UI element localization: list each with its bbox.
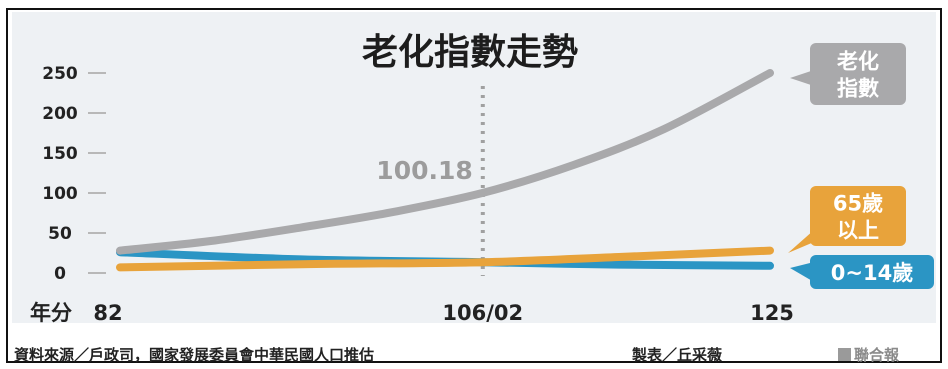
chart-title: 老化指數走勢: [362, 32, 578, 73]
callout-65-plus-text: 65歲: [833, 192, 883, 216]
x-tick-label: 125: [750, 301, 794, 325]
series-line-aging-index: [116, 69, 774, 255]
callout-aging-index-text: 指數: [837, 77, 879, 101]
publisher-watermark: 聯合報: [838, 344, 944, 365]
watermark-square-icon: [838, 348, 851, 361]
callout-65-plus-box: [810, 186, 906, 246]
y-tick-label: 200: [42, 104, 78, 124]
callout-65-plus-pointer: [788, 230, 814, 253]
callout-aging-index-text: 老化: [837, 50, 879, 74]
callout-0-14-text: 0~14歲: [831, 261, 913, 285]
x-axis-label: 年分: [30, 301, 72, 325]
x-tick-label: 82: [93, 301, 122, 325]
callout-0-14-box: [810, 255, 934, 289]
credit-note: 製表／丘采薇: [632, 346, 723, 364]
callout-0-14-pointer: [790, 262, 814, 282]
y-tick-label: 150: [42, 144, 78, 164]
watermark-text: 聯合報: [854, 346, 900, 364]
y-tick-label: 250: [42, 64, 78, 84]
x-tick-label: 106/02: [442, 301, 523, 325]
y-tick-label: 100: [42, 184, 78, 204]
y-tick-label: 0: [54, 264, 66, 284]
callout-65-plus-text: 以上: [837, 219, 879, 243]
source-note: 資料來源／戶政司，國家發展委員會中華民國人口推估: [14, 346, 375, 364]
callout-aging-index-box: [810, 43, 906, 105]
series-line-65-plus: [116, 246, 774, 272]
callout-aging-index-pointer: [790, 70, 814, 86]
y-tick-label: 50: [48, 224, 72, 244]
annotation-100-18: 100.18: [376, 156, 472, 185]
plot-background: [12, 12, 936, 323]
